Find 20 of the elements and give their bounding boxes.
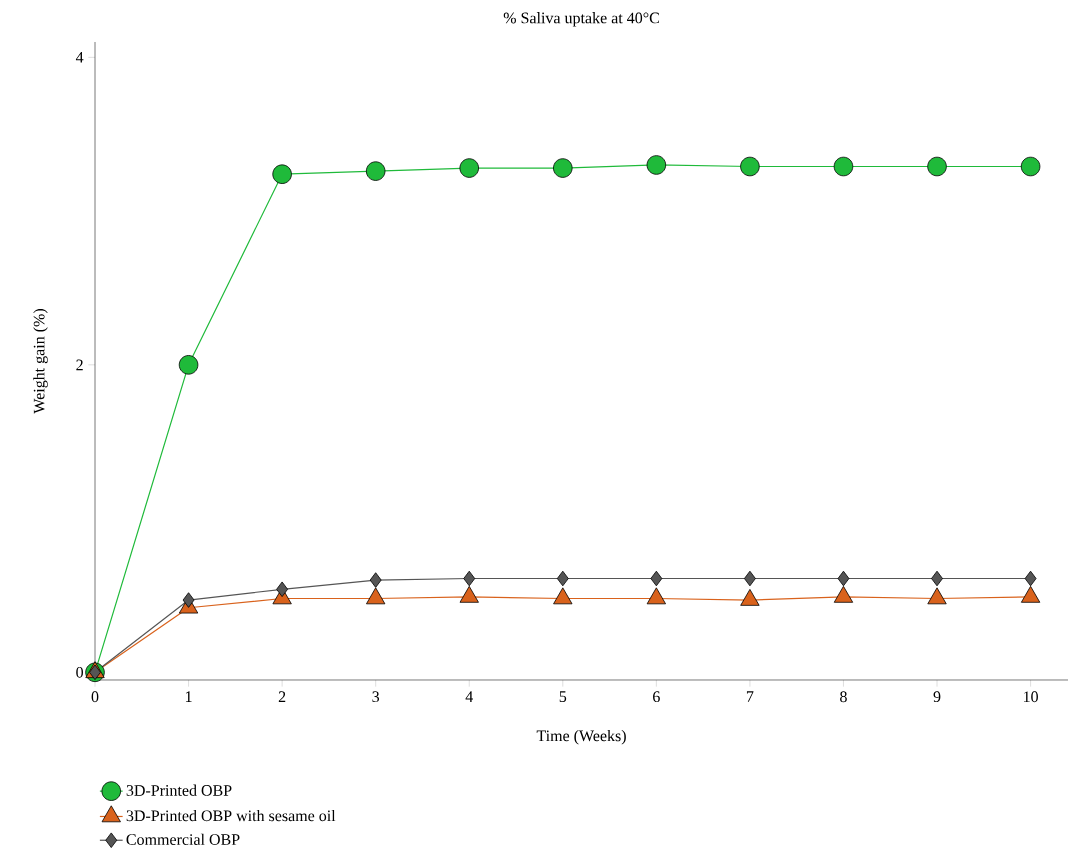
x-tick-label: 9 [933,691,941,703]
legend-label: 3D-Printed OBP with sesame oil [126,809,336,822]
x-tick-label: 1 [185,691,192,702]
x-tick-label: 8 [840,691,847,703]
y-axis-title: Weight gain (%) [33,309,48,414]
x-axis-title: Time (Weeks) [536,729,626,745]
chart-title: % Saliva uptake at 40°C [503,12,659,27]
y-tick-label: 2 [76,359,83,371]
legend-label: Commercial OBP [126,833,240,845]
x-tick-label: 3 [372,691,380,703]
x-tick-label: 4 [465,691,473,702]
legend-label: 3D-Printed OBP [126,784,232,796]
y-tick-label: 0 [76,666,84,678]
x-tick-label: 7 [746,691,754,702]
y-tick-label: 4 [75,52,84,63]
x-tick-label: 5 [559,691,567,702]
x-tick-label: 6 [653,691,660,703]
x-tick-label: 10 [1023,691,1038,703]
x-tick-label: 2 [278,691,286,702]
x-tick-label: 0 [91,691,99,703]
